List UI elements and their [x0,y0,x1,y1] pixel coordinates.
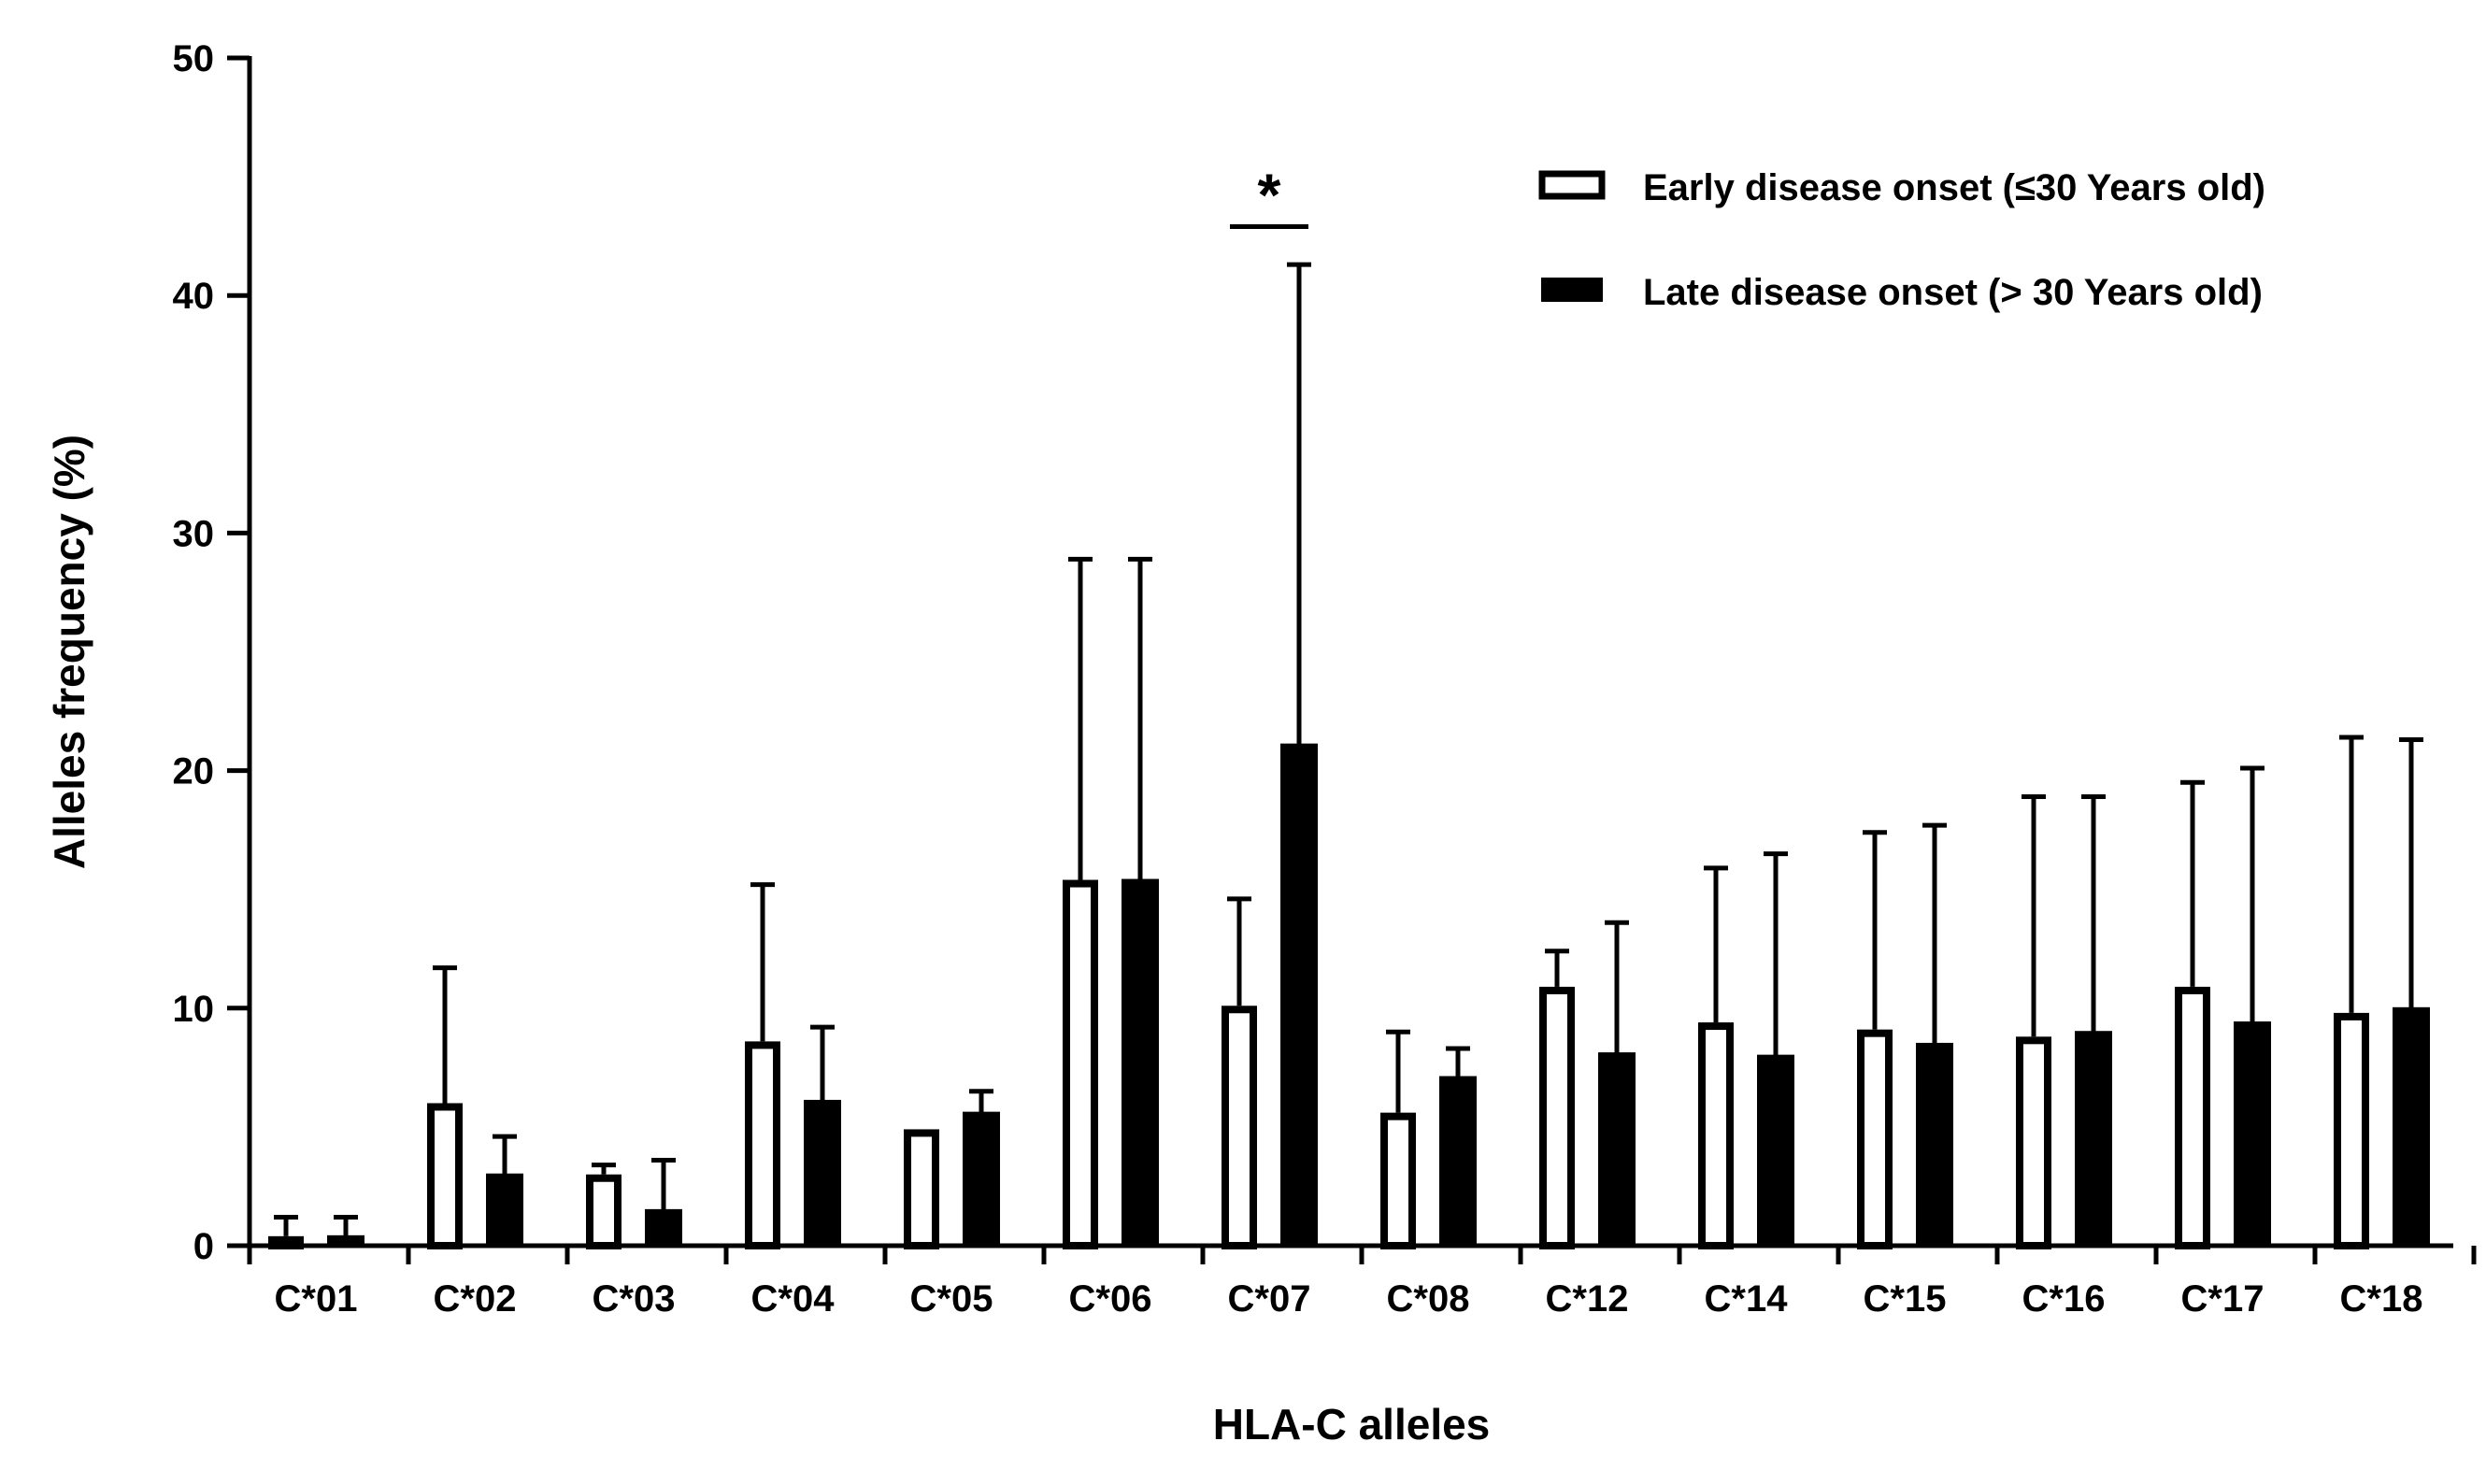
legend: Early disease onset (≤30 Years old) Late… [1538,167,2265,313]
x-tick-label: C*15 [1864,1278,1947,1320]
y-axis-title: Alleles frequency (%) [45,435,93,869]
y-tick-label: 40 [173,276,215,317]
axes-layer [247,56,2453,1249]
bar-late-onset [1439,1076,1477,1247]
bar-late-onset [2393,1006,2430,1248]
legend-label-late: Late disease onset (> 30 Years old) [1643,272,2263,313]
x-tick-label: C*02 [434,1278,517,1320]
y-tick-label: 30 [173,513,215,554]
significance-annotation: * [1230,161,1308,229]
y-tick-label: 0 [193,1226,214,1267]
bar-early-onset [2016,1036,2051,1249]
bar-early-onset [586,1174,622,1249]
bar-early-onset [2175,986,2210,1249]
x-axis-title: HLA-C alleles [1213,1400,1491,1448]
bar-late-onset [1122,878,1159,1247]
x-tick-label: C*17 [2181,1278,2265,1320]
bar-early-onset [1380,1112,1416,1249]
y-ticks: 0 10 20 30 40 50 [173,38,250,1267]
x-tick-label: C*18 [2340,1278,2423,1320]
x-tick-label: C*07 [1228,1278,1311,1320]
bar-late-onset [1280,743,1318,1247]
bar-early-onset [1222,1006,1257,1250]
legend-label-early: Early disease onset (≤30 Years old) [1643,167,2265,208]
bar-early-onset [1539,986,1575,1249]
bar-early-onset [1698,1022,1734,1249]
bar-early-onset [745,1041,780,1249]
bar-early-onset [2334,1012,2369,1250]
y-tick-label: 20 [173,751,215,792]
y-tick-label: 50 [173,38,215,79]
bar-late-onset [486,1173,523,1247]
x-tick-label: C*14 [1705,1278,1789,1320]
x-tick-label: C*16 [2022,1278,2106,1320]
bars-layer [268,743,2430,1250]
bar-early-onset [1857,1029,1893,1249]
bar-late-onset [645,1208,682,1247]
x-tick-label: C*03 [593,1278,676,1320]
bar-early-onset [1063,879,1098,1249]
bar-late-onset [804,1099,841,1247]
bar-late-onset [1757,1054,1794,1248]
x-ticks: C*01 C*02 C*03 C*04 C*05 C*06 C*07 C*08 C*12 C*14… [247,1246,2477,1320]
y-tick-label: 10 [173,989,215,1030]
x-tick-label: C*04 [751,1278,836,1320]
error-bars-layer [274,262,2423,1236]
bar-early-onset [904,1129,939,1250]
bar-late-onset [1916,1042,1953,1248]
x-tick-label: C*08 [1387,1278,1470,1320]
bar-late-onset [2075,1031,2112,1247]
legend-swatch-late [1541,278,1603,302]
x-tick-label: C*01 [275,1278,358,1320]
bar-late-onset [2234,1021,2271,1247]
significance-star: * [1258,161,1281,228]
x-tick-label: C*05 [910,1278,993,1320]
x-tick-label: C*06 [1069,1278,1152,1320]
x-tick-label: C*12 [1546,1278,1629,1320]
legend-swatch-early [1538,170,1606,200]
bar-early-onset [427,1103,463,1249]
bar-late-onset [963,1111,1000,1247]
bar-late-onset [1598,1052,1636,1248]
